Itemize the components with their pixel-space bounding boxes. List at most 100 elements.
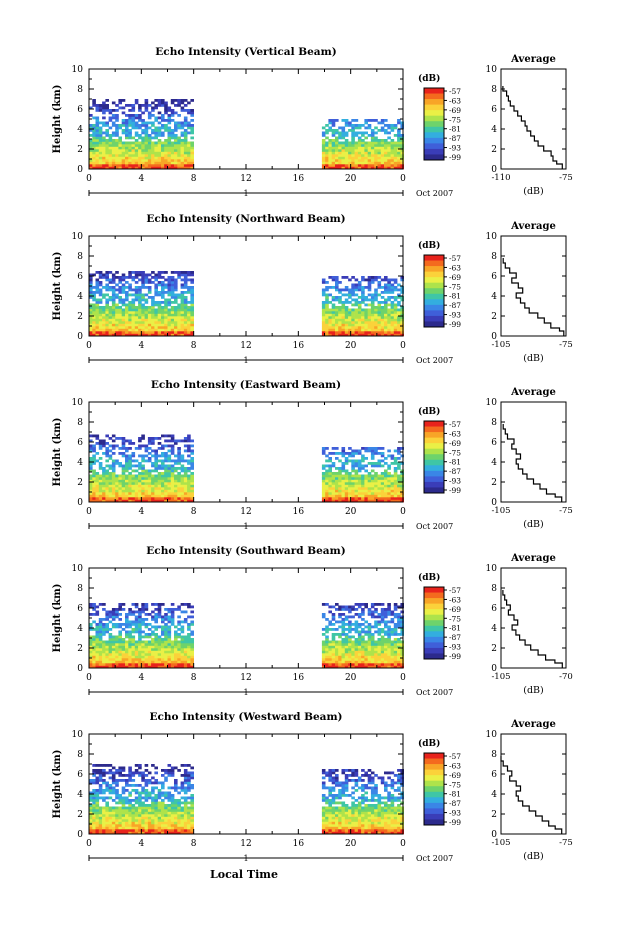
heatmap-cell <box>134 610 139 614</box>
colorbar-tick-label: -69 <box>449 106 461 115</box>
heatmap-cell <box>167 663 172 666</box>
heatmap-cell <box>384 328 388 332</box>
heatmap-cell <box>98 106 103 110</box>
heatmap-cell <box>154 499 158 503</box>
heatmap-cell <box>387 605 391 609</box>
heatmap-cell <box>141 437 145 440</box>
heatmap-cell <box>370 494 375 498</box>
heatmap-cell <box>157 311 162 314</box>
heatmap-cell <box>118 648 122 651</box>
heatmap-cell <box>92 489 96 493</box>
heatmap-cell <box>167 134 172 137</box>
heatmap-cell <box>380 306 385 309</box>
heatmap-cell <box>357 164 362 167</box>
heatmap-cell <box>98 273 103 277</box>
heatmap-cell <box>151 101 155 105</box>
heatmap-cell <box>338 472 342 475</box>
heatmap-cell <box>164 635 168 639</box>
heatmap-cell <box>92 316 96 319</box>
heatmap-cell <box>377 487 382 490</box>
heatmap-cell <box>141 650 145 654</box>
heatmap-cell <box>125 650 129 654</box>
heatmap-cell <box>354 477 359 480</box>
heatmap-cells <box>89 603 404 669</box>
heatmap-cell <box>102 452 106 455</box>
heatmap-cell <box>157 643 162 646</box>
heatmap-cell <box>357 474 362 478</box>
heatmap-cell <box>157 610 162 614</box>
heatmap-cell <box>121 318 126 322</box>
heatmap-cell <box>397 164 401 167</box>
heatmap-cell <box>377 665 382 669</box>
heatmap-cell <box>98 156 103 160</box>
heatmap-cell <box>125 129 129 132</box>
heatmap-cell <box>154 452 158 455</box>
heatmap-cell <box>177 101 181 105</box>
heatmap-cell <box>102 816 106 820</box>
heatmap-cell <box>128 121 132 125</box>
heatmap-cell <box>338 321 342 324</box>
heatmap-cell <box>348 489 352 493</box>
heatmap-cell <box>118 605 122 609</box>
heatmap-cell <box>115 489 119 493</box>
heatmap-cell <box>92 166 96 170</box>
heatmap-cell <box>393 278 398 282</box>
heatmap-cell <box>89 816 93 820</box>
heatmap-cell <box>134 326 139 329</box>
heatmap-cell <box>92 447 96 450</box>
heatmap-cell <box>108 497 113 500</box>
heatmap-cell <box>354 660 359 664</box>
heatmap-cell <box>138 144 142 147</box>
heatmap-cell <box>131 660 136 664</box>
heatmap-cell <box>89 477 93 480</box>
heatmap-cell <box>121 131 126 135</box>
heatmap-cell <box>180 645 185 649</box>
heatmap-cell <box>364 655 368 659</box>
heatmap-cell <box>361 308 365 312</box>
heatmap-cell <box>167 469 172 473</box>
heatmap-cell <box>367 331 372 334</box>
heatmap-cell <box>183 648 188 651</box>
heatmap-cell <box>328 326 332 329</box>
heatmap-cell <box>357 487 362 490</box>
heatmap-cell <box>357 640 362 644</box>
heatmap-cell <box>180 311 185 314</box>
heatmap-cell <box>367 660 372 664</box>
heatmap-cell <box>89 492 93 495</box>
heatmap-cell <box>331 313 336 317</box>
heatmap-cell <box>344 474 349 478</box>
heatmap-cell <box>105 326 109 329</box>
heatmap-cell <box>92 645 96 649</box>
heatmap-cell <box>108 653 113 656</box>
heatmap-cell <box>187 663 191 666</box>
heatmap-cell <box>361 293 365 297</box>
heatmap-cell <box>89 303 93 307</box>
heatmap-cell <box>98 814 103 817</box>
heatmap-cell <box>138 308 142 312</box>
heatmap-cell <box>374 499 378 503</box>
heatmap-cell <box>367 497 372 500</box>
colorbar-tick-label: -57 <box>449 420 461 429</box>
heatmap-cell <box>98 313 103 317</box>
heatmap-cell <box>354 623 359 626</box>
heatmap-cell <box>187 479 191 483</box>
heatmap-cell <box>390 129 395 132</box>
heatmap-cell <box>357 660 362 664</box>
heatmap-cell <box>374 308 378 312</box>
heatmap-cell <box>115 487 119 490</box>
heatmap-cell <box>98 301 103 304</box>
heatmap-cell <box>131 464 136 468</box>
heatmap-cell <box>167 139 172 142</box>
heatmap-cell <box>131 479 136 483</box>
heatmap-cell <box>92 311 96 314</box>
heatmap-cell <box>190 131 194 135</box>
heatmap-cell <box>364 298 368 302</box>
heatmap-cell <box>344 316 349 319</box>
heatmap-cell <box>174 635 178 639</box>
heatmap-cell <box>95 313 100 317</box>
heatmap-cell <box>98 131 103 135</box>
heatmap-cell <box>92 462 96 465</box>
heatmap-cell <box>344 608 349 611</box>
heatmap-cell <box>180 301 185 304</box>
heatmap-cell <box>354 472 359 475</box>
